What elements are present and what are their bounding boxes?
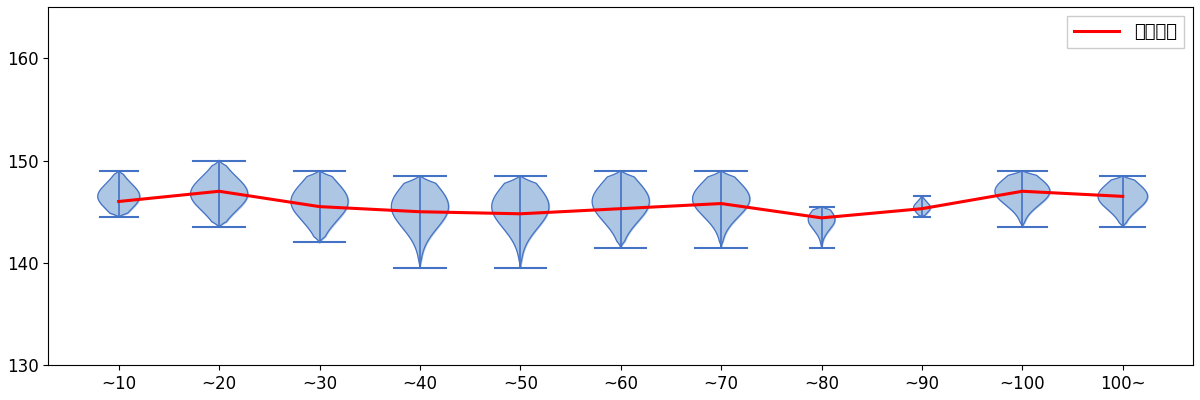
球速平均 xyxy=(815,216,829,220)
Legend: 球速平均: 球速平均 xyxy=(1067,16,1184,48)
球速平均 xyxy=(312,204,326,209)
球速平均 xyxy=(212,189,227,194)
球速平均 xyxy=(413,209,427,214)
球速平均 xyxy=(1116,194,1130,199)
球速平均 xyxy=(112,199,126,204)
球速平均 xyxy=(714,201,728,206)
球速平均 xyxy=(1015,189,1030,194)
球速平均 xyxy=(514,211,528,216)
球速平均 xyxy=(914,206,929,211)
Line: 球速平均: 球速平均 xyxy=(119,191,1123,218)
球速平均 xyxy=(613,206,628,211)
